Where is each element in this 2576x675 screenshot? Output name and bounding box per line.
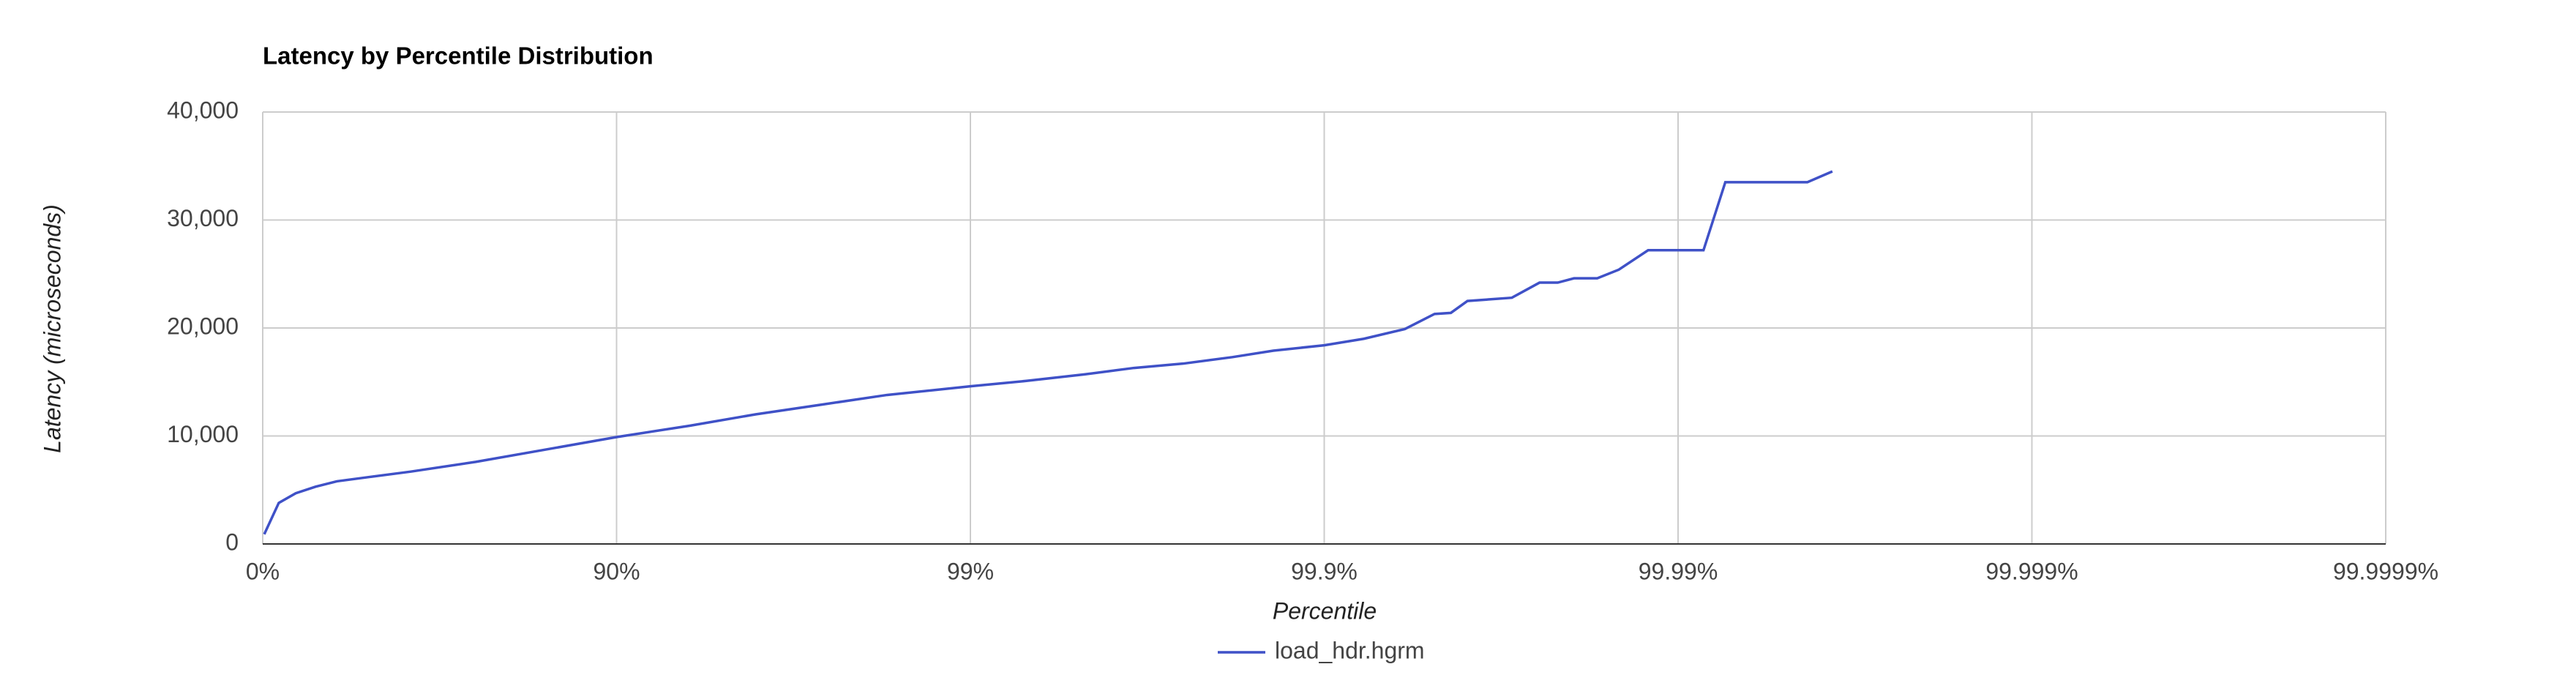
x-tick-label: 99.9%	[1291, 558, 1358, 584]
y-tick-label: 0	[225, 529, 239, 555]
x-tick-label: 99%	[947, 558, 994, 584]
x-tick-label: 99.9999%	[2333, 558, 2438, 584]
x-axis-title: Percentile	[1273, 597, 1377, 624]
legend-label: load_hdr.hgrm	[1275, 637, 1425, 663]
y-tick-label: 40,000	[167, 97, 239, 123]
x-tick-label: 90%	[593, 558, 640, 584]
y-axis-title: Latency (microseconds)	[39, 204, 65, 453]
x-tick-label: 99.99%	[1639, 558, 1718, 584]
y-tick-label: 10,000	[167, 421, 239, 447]
chart-title: Latency by Percentile Distribution	[263, 42, 654, 70]
x-tick-label: 0%	[246, 558, 280, 584]
y-tick-label: 30,000	[167, 205, 239, 231]
y-tick-label: 20,000	[167, 313, 239, 339]
line	[263, 170, 1833, 535]
x-tick-label: 99.999%	[1985, 558, 2078, 584]
